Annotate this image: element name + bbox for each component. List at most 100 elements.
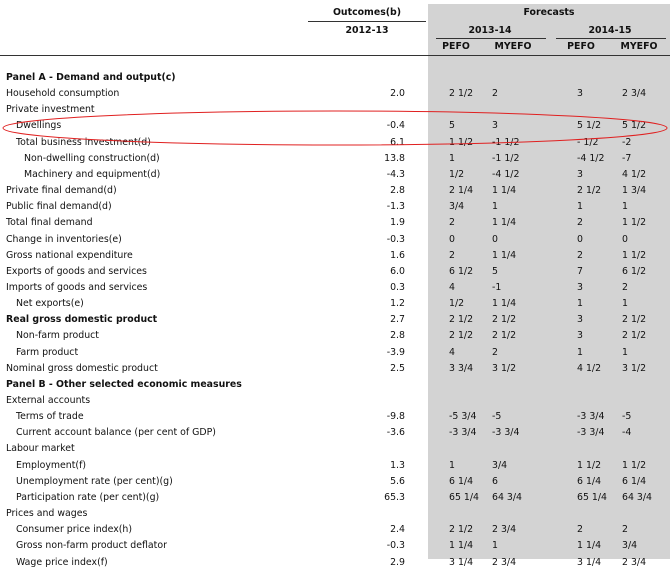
value-outcome: -0.3: [386, 233, 405, 245]
row-label: Public final demand(d): [6, 201, 112, 213]
table-row: Terms of trade -9.8 -5 3/4 -5 -3 3/4 -5: [0, 409, 670, 425]
value-pefo-2013-14: 4: [449, 281, 455, 293]
value-pefo-2013-14: 1/2: [449, 168, 465, 180]
value-outcome: 1.2: [390, 298, 405, 310]
value-pefo-2013-14: 4: [449, 346, 455, 358]
value-myefo-2013-14: 1 1/4: [492, 185, 517, 197]
row-label: Total business investment(d): [16, 136, 151, 148]
value-myefo-2014-15: -4: [622, 427, 632, 439]
value-pefo-2013-14: 2: [449, 217, 455, 229]
value-outcome: -9.8: [386, 411, 405, 423]
table-row: Change in inventories(e) -0.3 0 0 0 0: [0, 232, 670, 248]
row-label: Farm product: [16, 346, 79, 358]
value-outcome: 2.8: [390, 185, 405, 197]
table-row: Labour market: [0, 441, 670, 457]
value-pefo-2013-14: 65 1/4: [449, 491, 479, 503]
row-label: Nominal gross domestic product: [6, 362, 158, 374]
row-label: Consumer price index(h): [16, 524, 133, 536]
table-row: Machinery and equipment(d) -4.3 1/2 -4 1/2 3…: [0, 167, 670, 183]
value-myefo-2013-14: 2 3/4: [492, 524, 517, 536]
table-row: Dwellings -0.4 5 3 5 1/2 5 1/2: [0, 118, 670, 134]
value-outcome: 65.3: [384, 491, 405, 503]
value-myefo-2013-14: 6: [492, 475, 498, 487]
header-rule-outcomes: [308, 21, 426, 22]
value-pefo-2013-14: 2: [449, 249, 455, 261]
value-pefo-2013-14: 1/2: [449, 298, 465, 310]
value-pefo-2014-15: 0: [577, 233, 583, 245]
value-myefo-2013-14: 3: [492, 120, 498, 132]
value-pefo-2014-15: -3 3/4: [577, 427, 605, 439]
value-myefo-2014-15: 3 1/2: [622, 362, 647, 374]
value-pefo-2013-14: 3/4: [449, 201, 465, 213]
myefo-2013-14-header: MYEFO: [494, 41, 532, 52]
table-row: Panel B - Other selected economic measur…: [0, 377, 670, 393]
value-outcome: -0.3: [386, 540, 405, 552]
value-pefo-2014-15: - 1/2: [577, 136, 599, 148]
forecast-shading: [428, 4, 670, 559]
value-myefo-2014-15: 1: [622, 298, 628, 310]
value-outcome: 0.3: [390, 281, 405, 293]
row-label: Current account balance (per cent of GDP…: [16, 427, 216, 439]
table-row: Non-dwelling construction(d) 13.8 1 -1 1/2 -…: [0, 151, 670, 167]
value-pefo-2014-15: 2: [577, 217, 583, 229]
value-pefo-2014-15: 2: [577, 249, 583, 261]
value-pefo-2014-15: 3: [577, 281, 583, 293]
value-myefo-2014-15: -7: [622, 152, 632, 164]
table-row: Net exports(e) 1.2 1/2 1 1/4 1 1: [0, 296, 670, 312]
value-myefo-2014-15: 4 1/2: [622, 168, 647, 180]
value-pefo-2014-15: 2: [577, 524, 583, 536]
value-myefo-2014-15: 1 3/4: [622, 185, 647, 197]
value-myefo-2014-15: 6 1/4: [622, 475, 647, 487]
value-pefo-2014-15: 1: [577, 201, 583, 213]
value-myefo-2013-14: 1 1/4: [492, 217, 517, 229]
value-outcome: 2.8: [390, 330, 405, 342]
year-2013-14-header: 2013-14: [468, 25, 512, 36]
row-label: Non-dwelling construction(d): [24, 152, 160, 164]
value-pefo-2014-15: 3: [577, 314, 583, 326]
row-label: Exports of goods and services: [6, 265, 147, 277]
value-pefo-2014-15: 3 1/4: [577, 556, 602, 568]
value-myefo-2014-15: 1: [622, 201, 628, 213]
row-label: External accounts: [6, 395, 91, 406]
value-pefo-2013-14: 2 1/2: [449, 314, 474, 326]
row-label: Gross national expenditure: [6, 249, 133, 261]
value-myefo-2014-15: 6 1/2: [622, 265, 647, 277]
header-rule-2013-14: [436, 38, 546, 39]
value-myefo-2014-15: 0: [622, 233, 628, 245]
value-pefo-2013-14: 2 1/2: [449, 88, 474, 100]
table-row: Nominal gross domestic product 2.5 3 3/4 3 …: [0, 361, 670, 377]
value-myefo-2013-14: -1 1/2: [492, 136, 520, 148]
value-myefo-2013-14: 1 1/4: [492, 249, 517, 261]
pefo-2014-15-header: PEFO: [567, 41, 595, 52]
value-myefo-2013-14: -3 3/4: [492, 427, 520, 439]
value-myefo-2014-15: 2 3/4: [622, 88, 647, 100]
value-myefo-2014-15: 1 1/2: [622, 249, 647, 261]
row-label: Household consumption: [6, 88, 120, 100]
value-outcome: -1.3: [386, 201, 405, 213]
row-label: Net exports(e): [16, 298, 84, 310]
value-pefo-2014-15: 5 1/2: [577, 120, 602, 132]
row-label: Terms of trade: [16, 411, 84, 423]
value-outcome: 2.4: [390, 524, 405, 536]
table-row: Non-farm product 2.8 2 1/2 2 1/2 3 2 1/2: [0, 328, 670, 344]
value-outcome: -3.9: [386, 346, 405, 358]
value-pefo-2014-15: -3 3/4: [577, 411, 605, 423]
value-myefo-2013-14: -5: [492, 411, 502, 423]
value-myefo-2014-15: 1 1/2: [622, 217, 647, 229]
value-myefo-2014-15: 64 3/4: [622, 491, 652, 503]
table-row: Employment(f) 1.3 1 3/4 1 1/2 1 1/2: [0, 458, 670, 474]
table-row: Unemployment rate (per cent)(g) 5.6 6 1/4 6…: [0, 474, 670, 490]
value-outcome: 5.6: [390, 475, 405, 487]
value-myefo-2014-15: 2 1/2: [622, 314, 647, 326]
value-pefo-2013-14: 1: [449, 459, 455, 471]
value-myefo-2014-15: 5 1/2: [622, 120, 647, 132]
value-myefo-2013-14: 2: [492, 88, 498, 100]
value-outcome: 6.1: [390, 136, 405, 148]
row-label: Private final demand(d): [6, 185, 117, 197]
value-pefo-2013-14: 2 1/4: [449, 185, 474, 197]
value-outcome: 2.0: [390, 88, 405, 100]
value-pefo-2014-15: 2 1/2: [577, 185, 602, 197]
table-row: Real gross domestic product 2.7 2 1/2 2 1/2…: [0, 312, 670, 328]
value-myefo-2014-15: 2: [622, 281, 628, 293]
value-myefo-2013-14: 3 1/2: [492, 362, 517, 374]
